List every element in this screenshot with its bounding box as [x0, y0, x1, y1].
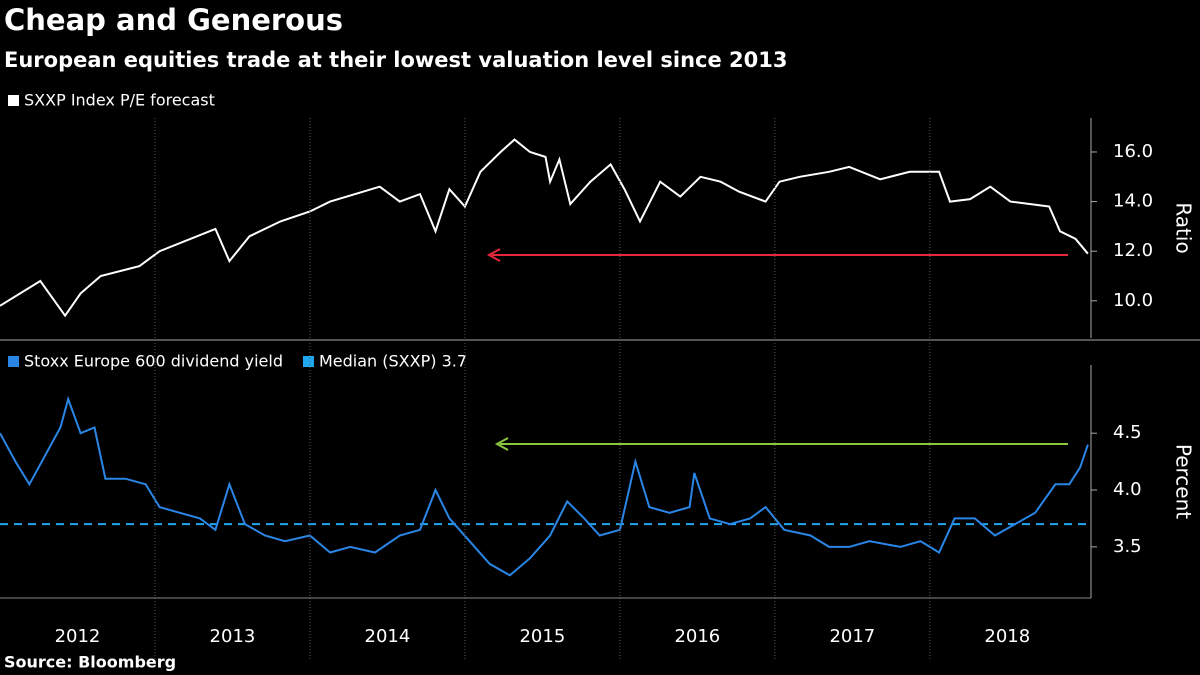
legend-label: SXXP Index P/E forecast [24, 91, 215, 110]
x-tick-label: 2016 [674, 626, 720, 647]
x-tick-label: 2015 [519, 626, 565, 647]
x-tick-label: 2012 [55, 626, 101, 647]
y-tick-label: 10.0 [1113, 290, 1153, 311]
legend-swatch [8, 356, 19, 367]
x-tick-label: 2014 [365, 626, 411, 647]
arrow-head [494, 437, 509, 451]
y-tick-label: 3.5 [1113, 536, 1142, 557]
y-axis-label: Ratio [1172, 202, 1196, 253]
arrow-head [486, 248, 501, 262]
source: Source: Bloomberg [4, 653, 176, 672]
y-tick-label: 4.0 [1113, 479, 1142, 500]
y-axis-label: Percent [1172, 444, 1196, 519]
chart-subtitle: European equities trade at their lowest … [4, 48, 787, 72]
y-tick-label: 12.0 [1113, 240, 1153, 261]
x-tick-label: 2013 [210, 626, 256, 647]
legend-label: Stoxx Europe 600 dividend yield [24, 352, 283, 371]
legend-swatch [302, 356, 314, 367]
y-tick-label: 14.0 [1113, 191, 1153, 212]
x-tick-label: 2018 [984, 626, 1030, 647]
y-tick-label: 4.5 [1113, 422, 1142, 443]
x-tick-label: 2017 [829, 626, 875, 647]
chart-title: Cheap and Generous [4, 3, 343, 37]
legend-swatch [8, 95, 19, 106]
legend-label: Median (SXXP) 3.7 [319, 352, 467, 371]
y-tick-label: 16.0 [1113, 141, 1153, 162]
series-line [0, 138, 1089, 318]
series-line [0, 395, 1089, 577]
